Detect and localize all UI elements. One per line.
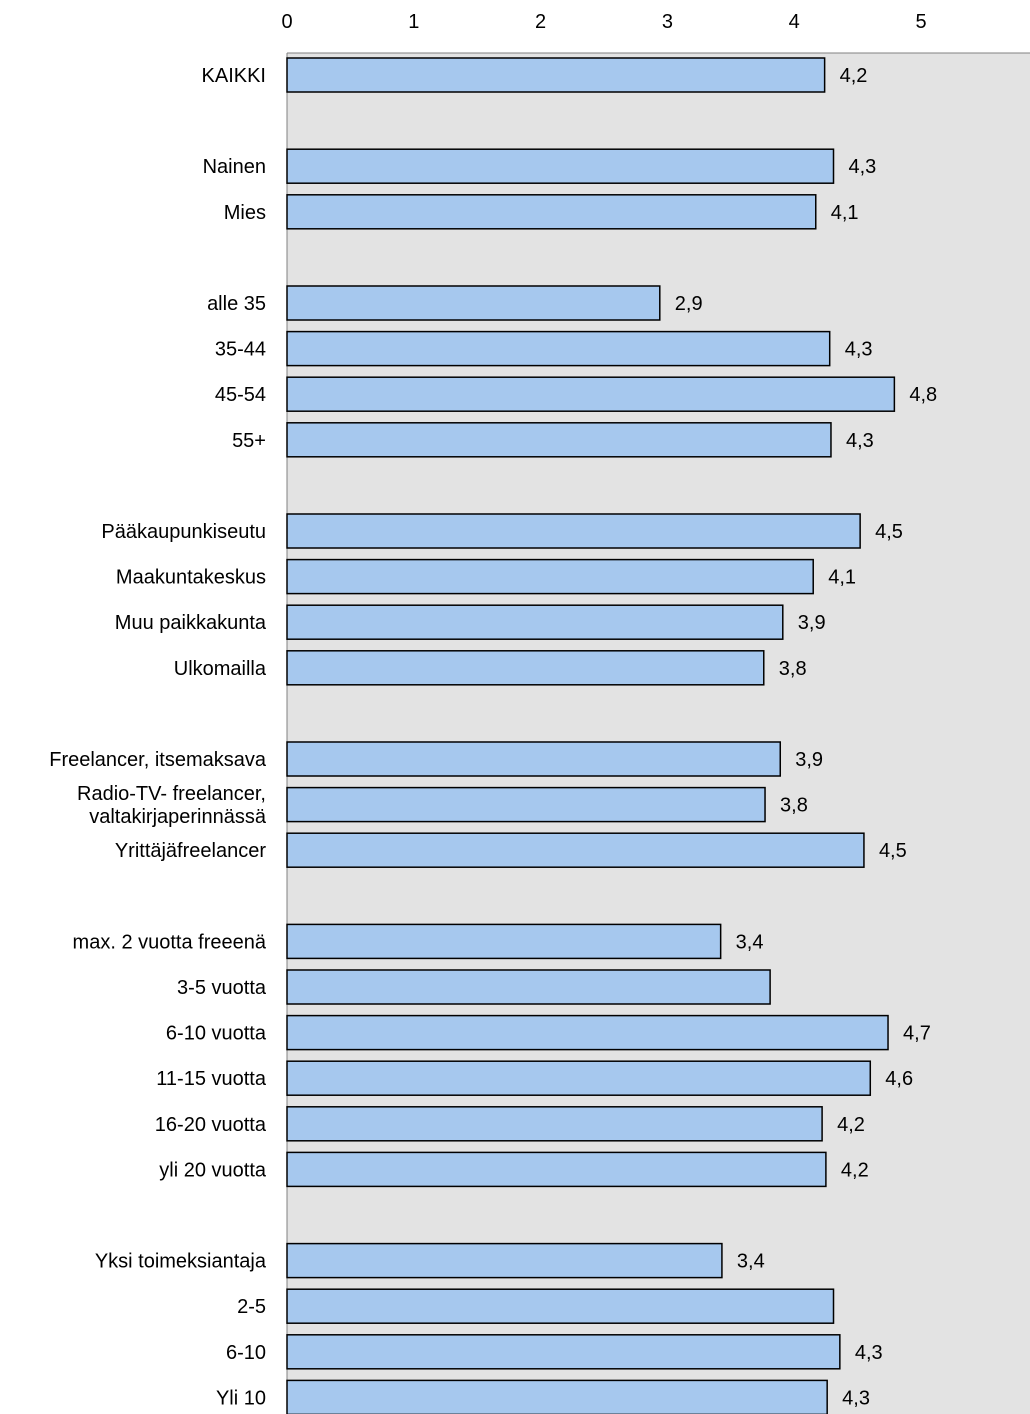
- data-label: 3,8: [780, 795, 808, 817]
- data-label: 3,4: [737, 1251, 765, 1273]
- category-label: Ulkomailla: [174, 658, 267, 680]
- data-label: 4,1: [831, 202, 859, 224]
- category-label: 3-5 vuotta: [177, 977, 267, 999]
- plot-area: [287, 53, 1030, 1414]
- category-label: 35-44: [215, 339, 266, 361]
- category-label: Maakuntakeskus: [116, 567, 266, 589]
- category-label: 16-20 vuotta: [155, 1114, 267, 1136]
- bars: [286, 57, 896, 1414]
- x-tick-label: 4: [789, 11, 800, 33]
- bar: [286, 194, 817, 230]
- bar: [286, 558, 814, 595]
- category-label: yli 20 vuotta: [159, 1159, 267, 1181]
- category-label: Mies: [224, 202, 266, 224]
- bar: [286, 650, 765, 686]
- bar: [286, 741, 782, 777]
- data-label: 2,9: [675, 293, 703, 315]
- category-labels: KAIKKI Nainen Mies alle 35 35-44 45-54 55+ Pääk…: [49, 65, 267, 1409]
- data-label: 4,2: [841, 1159, 869, 1181]
- category-label: Pääkaupunkiseutu: [101, 521, 266, 543]
- category-label: alle 35: [207, 293, 266, 315]
- bar: [286, 1014, 889, 1051]
- category-label: valtakirjaperinnässä: [89, 806, 267, 828]
- x-tick-label: 1: [408, 11, 419, 33]
- bar: [286, 604, 784, 640]
- bar: [286, 148, 835, 184]
- value-labels: 4,2 4,3 4,1 2,9 4,3 4,8 4,3 4,5 4,1 3,9 3,8 3,9 3,8 4…: [675, 65, 937, 1409]
- bar: [286, 786, 766, 823]
- category-label: Yrittäjäfreelancer: [115, 840, 267, 862]
- category-label: 55+: [232, 430, 266, 452]
- x-tick-label: 2: [535, 11, 546, 33]
- x-axis-ticks: 0 1 2 3 4 5: [281, 11, 926, 33]
- data-label: 3,8: [779, 658, 807, 680]
- data-label: 4,2: [837, 1114, 865, 1136]
- data-label: 4,3: [846, 430, 874, 452]
- bar: [286, 969, 771, 1005]
- category-label: Yksi toimeksiantaja: [95, 1251, 267, 1273]
- data-label: 4,3: [849, 156, 877, 178]
- category-label: 6-10 vuotta: [166, 1023, 267, 1045]
- category-label: max. 2 vuotta freeenä: [73, 931, 267, 953]
- data-label: 4,3: [842, 1387, 870, 1409]
- bar: [286, 285, 661, 321]
- bar: [286, 1334, 841, 1370]
- bar: [286, 1106, 823, 1142]
- data-label: 4,7: [903, 1023, 931, 1045]
- x-tick-label: 3: [662, 11, 673, 33]
- data-label: 3,9: [798, 612, 826, 634]
- bar: [286, 1288, 835, 1324]
- data-label: 3,4: [736, 931, 764, 953]
- category-label: Radio-TV- freelancer,: [77, 783, 266, 805]
- data-label: 3,9: [795, 749, 823, 771]
- x-tick-label: 5: [915, 11, 926, 33]
- category-label: 6-10: [226, 1342, 266, 1364]
- bar: [286, 1060, 872, 1096]
- category-label: Muu paikkakunta: [115, 612, 267, 634]
- category-label: Freelancer, itsemaksava: [49, 749, 267, 771]
- bar: [286, 422, 832, 458]
- data-label: 4,5: [875, 521, 903, 543]
- category-label: KAIKKI: [202, 65, 266, 87]
- bar: [286, 330, 831, 367]
- bar: [286, 923, 722, 960]
- data-label: 4,3: [855, 1342, 883, 1364]
- category-label: 11-15 vuotta: [156, 1068, 267, 1090]
- data-label: 4,8: [909, 384, 937, 406]
- data-label: 4,5: [879, 840, 907, 862]
- data-label: 4,6: [885, 1068, 913, 1090]
- bar: [286, 1242, 723, 1279]
- bar: [286, 376, 896, 412]
- category-label: 45-54: [215, 384, 266, 406]
- data-label: 4,3: [845, 339, 873, 361]
- data-label: 4,1: [828, 567, 856, 589]
- x-tick-label: 0: [281, 11, 292, 33]
- bar: [286, 57, 826, 93]
- bar: [286, 513, 861, 549]
- data-label: 4,2: [840, 65, 868, 87]
- bar: [286, 1151, 827, 1188]
- bar: [286, 832, 865, 868]
- category-label: Nainen: [203, 156, 266, 178]
- category-label: 2-5: [237, 1296, 266, 1318]
- category-label: Yli 10: [216, 1387, 266, 1409]
- bar: [286, 1379, 828, 1414]
